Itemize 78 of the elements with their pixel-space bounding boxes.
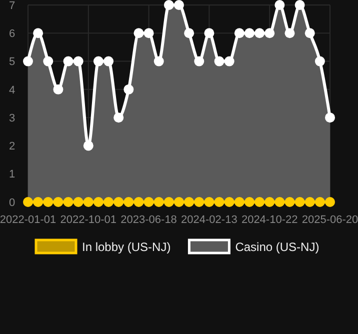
point — [63, 197, 74, 207]
point — [184, 197, 194, 207]
point — [244, 197, 254, 207]
x-tick-label: 2024-02-13 — [181, 214, 238, 226]
y-tick-label: 2 — [8, 140, 16, 153]
point — [73, 56, 84, 66]
point — [234, 28, 244, 38]
y-tick-label: 6 — [8, 28, 16, 40]
point — [104, 197, 114, 207]
point — [164, 197, 174, 207]
x-tick-label: 2024-10-22 — [241, 214, 298, 226]
point — [184, 28, 194, 38]
point — [304, 28, 315, 38]
point — [314, 56, 325, 66]
point — [244, 28, 254, 38]
point — [33, 28, 44, 38]
y-tick-label: 3 — [8, 112, 16, 124]
point — [294, 197, 305, 207]
point — [214, 197, 224, 207]
legend-label: Casino (US-NJ) — [235, 240, 320, 254]
point — [194, 56, 204, 66]
point — [234, 197, 244, 207]
point — [53, 197, 64, 207]
point — [254, 197, 265, 207]
point — [83, 140, 94, 151]
point — [124, 84, 134, 94]
point — [134, 197, 144, 207]
point — [23, 56, 33, 66]
point — [264, 197, 275, 207]
point — [304, 197, 315, 207]
point — [274, 197, 285, 207]
point — [43, 56, 54, 66]
point — [144, 28, 154, 38]
point — [325, 112, 335, 123]
point — [174, 0, 184, 10]
point — [53, 84, 64, 94]
y-tick-label: 5 — [8, 56, 16, 68]
point — [124, 197, 134, 207]
point — [114, 112, 124, 123]
point — [294, 0, 305, 10]
point — [144, 197, 154, 207]
x-tick-label: 2025-06-20 — [302, 214, 358, 226]
point — [63, 56, 74, 66]
point — [93, 197, 104, 207]
point — [104, 56, 114, 66]
point — [254, 28, 265, 38]
point — [274, 0, 285, 10]
point — [284, 28, 295, 38]
point — [214, 56, 224, 66]
point — [224, 197, 234, 207]
point — [154, 56, 164, 66]
y-tick-label: 1 — [8, 168, 16, 181]
point — [314, 197, 325, 207]
point — [23, 197, 33, 207]
y-tick-label: 4 — [8, 84, 16, 96]
point — [194, 197, 204, 207]
x-tick-label: 2022-01-01 — [0, 214, 56, 226]
point — [154, 197, 164, 207]
point — [93, 56, 104, 66]
point — [284, 197, 295, 207]
x-tick-label: 2022-10-01 — [60, 214, 117, 226]
point — [134, 28, 144, 38]
point — [224, 56, 234, 66]
point — [73, 197, 84, 207]
point — [325, 197, 335, 207]
point — [33, 197, 44, 207]
point — [164, 0, 174, 10]
y-tick-label: 7 — [8, 0, 16, 12]
point — [204, 197, 214, 207]
point — [204, 28, 214, 38]
x-tick-label: 2023-06-18 — [120, 214, 177, 226]
legend-label: In lobby (US-NJ) — [82, 240, 171, 254]
point — [114, 197, 124, 207]
point — [174, 197, 184, 207]
point — [43, 197, 54, 207]
y-tick-label: 0 — [8, 196, 16, 209]
point — [264, 28, 275, 38]
point — [83, 197, 94, 207]
